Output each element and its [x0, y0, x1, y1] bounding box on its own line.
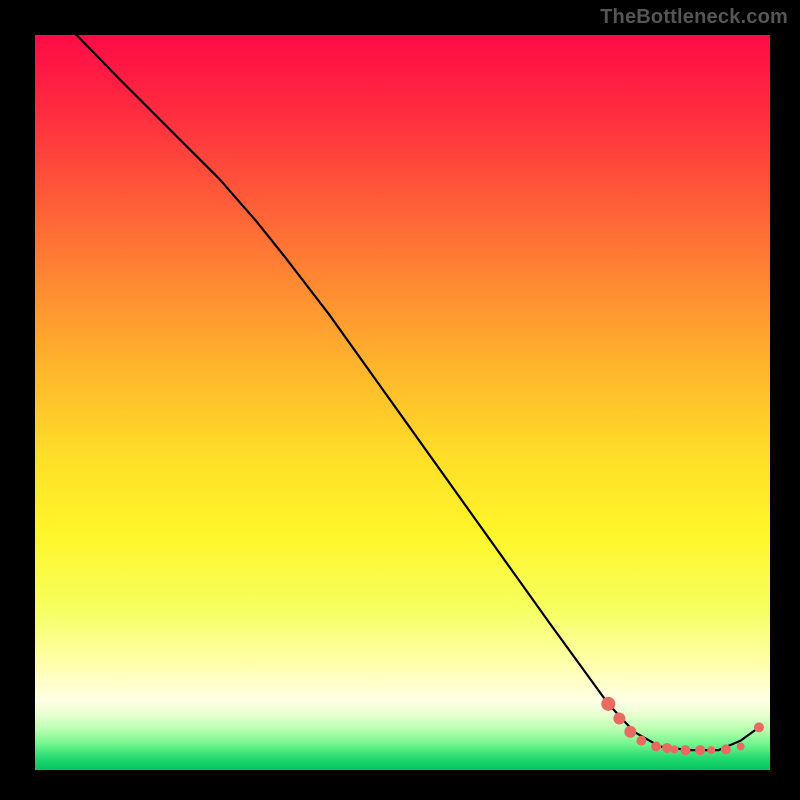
marker-point [721, 744, 731, 754]
marker-point [707, 746, 715, 754]
main-line [66, 35, 759, 750]
marker-point [695, 745, 705, 755]
chart-svg [35, 35, 770, 770]
marker-point [670, 745, 678, 753]
marker-point [601, 697, 615, 711]
marker-group [601, 697, 764, 755]
marker-point [662, 743, 672, 753]
marker-point [613, 713, 625, 725]
marker-point [737, 742, 745, 750]
plot-area [35, 35, 770, 770]
marker-point [636, 736, 646, 746]
marker-point [624, 726, 636, 738]
marker-point [680, 745, 690, 755]
marker-point [651, 741, 661, 751]
watermark-text: TheBottleneck.com [600, 6, 788, 29]
marker-point [754, 722, 764, 732]
